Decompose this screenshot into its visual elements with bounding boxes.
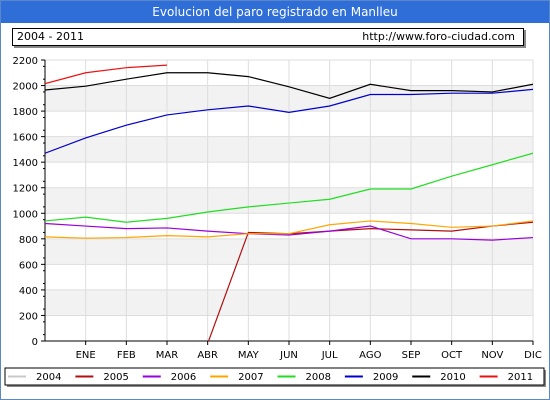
y-tick-label: 1800 [13,107,38,118]
y-tick-label: 1400 [13,158,38,169]
x-tick-label: AGO [359,350,381,361]
y-tick-label: 600 [19,260,38,271]
x-tick-label: JUN [279,350,298,361]
y-tick-label: 1200 [13,184,38,195]
series-line-2007 [45,220,533,239]
legend-label-2006: 2006 [171,372,196,383]
source-url[interactable]: http://www.foro-ciudad.com [362,30,515,43]
series-line-2005 [207,221,533,341]
legend-label-2008: 2008 [306,372,331,383]
x-tick-label: JUL [321,350,338,361]
y-tick-label: 1600 [13,133,38,144]
period-label: 2004 - 2011 [17,30,84,43]
series-group [45,64,533,341]
legend-label-2007: 2007 [238,372,263,383]
x-tick-label: SEP [402,350,421,361]
y-tick-label: 400 [19,286,38,297]
x-tick-label: MAY [238,350,260,361]
x-tick-label: ABR [197,350,218,361]
legend-label-2010: 2010 [440,372,465,383]
y-tick-label: 200 [19,311,38,322]
y-tick-label: 2200 [13,56,38,67]
y-tick-label: 0 [32,337,38,348]
y-tick-label: 2000 [13,82,38,93]
info-bar: 2004 - 2011 http://www.foro-ciudad.com [12,28,524,46]
x-tick-label: ENE [76,350,96,361]
legend-label-2009: 2009 [373,372,398,383]
series-line-2008 [45,152,533,223]
y-tick-label: 1000 [13,209,38,220]
x-tick-label: FEB [117,350,136,361]
series-line-2010 [45,72,533,99]
x-tick-label: NOV [481,350,503,361]
series-line-2009 [45,88,533,154]
series-line-2011 [45,64,168,85]
legend-label-2011: 2011 [508,372,533,383]
legend [4,367,545,386]
x-tick-label: DIC [524,350,542,361]
x-tick-label: OCT [441,350,463,361]
x-tick-label: MAR [156,350,178,361]
legend-label-2004: 2004 [36,372,61,383]
legend-label-2005: 2005 [103,372,128,383]
y-tick-label: 800 [19,235,38,246]
chart-title: Evolucion del paro registrado en Manlleu [1,1,549,23]
series-line-2006 [45,222,533,241]
